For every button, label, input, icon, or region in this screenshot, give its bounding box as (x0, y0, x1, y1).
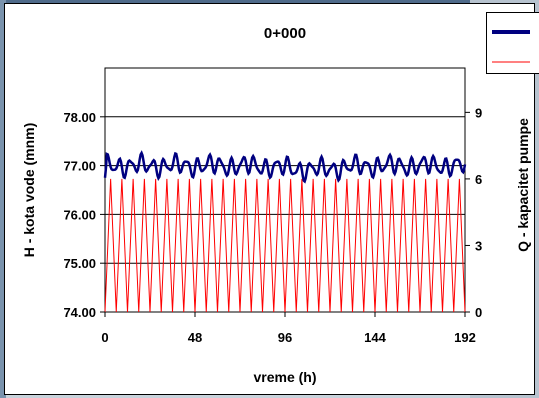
y2-axis-ticks: 0 3 6 9 (465, 105, 482, 320)
background-window-edge (0, 0, 6, 398)
x-tick-label: 0 (101, 330, 108, 345)
background-window-strip (0, 0, 539, 5)
y2-tick-label: 3 (475, 238, 482, 253)
chart-title: 0+000 (264, 25, 306, 42)
x-tick-label: 144 (364, 330, 386, 345)
x-tick-label: 96 (278, 330, 292, 345)
series-water-level (103, 150, 467, 184)
y2-tick-label: 6 (475, 172, 482, 187)
legend (486, 12, 539, 74)
y-tick-label: 75.00 (63, 256, 96, 271)
y-tick-label: 78.00 (63, 110, 96, 125)
y2-tick-label: 0 (475, 305, 482, 320)
series-line-water-level (103, 150, 467, 184)
y-axis-ticks: 74.00 75.00 76.00 77.00 78.00 (63, 110, 105, 320)
x-tick-label: 192 (454, 330, 476, 345)
y-tick-label: 74.00 (63, 305, 96, 320)
y-axis-label: H - kota vode (mnm) (21, 123, 37, 258)
y2-axis-label: Q - kapacitet pumpe (515, 118, 531, 252)
y2-tick-label: 9 (475, 105, 482, 120)
y-tick-label: 77.00 (63, 159, 96, 174)
x-tick-label: 48 (188, 330, 202, 345)
x-axis-ticks: 0 48 96 144 192 (101, 312, 476, 345)
y-tick-label: 76.00 (63, 207, 96, 222)
plot-area (104, 67, 466, 313)
x-axis-label: vreme (h) (253, 369, 316, 385)
